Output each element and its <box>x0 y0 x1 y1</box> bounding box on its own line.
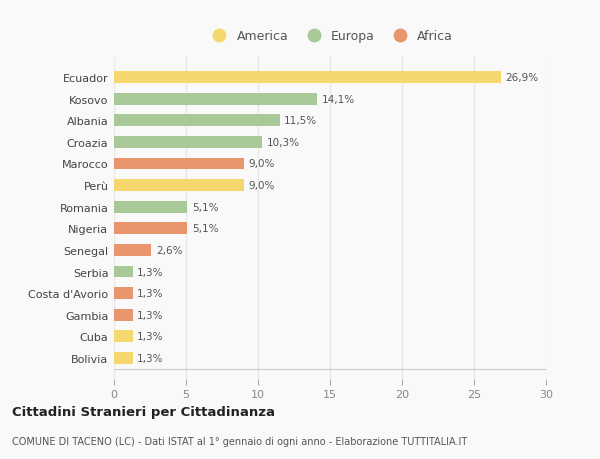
Bar <box>114 266 133 278</box>
Text: Cittadini Stranieri per Cittadinanza: Cittadini Stranieri per Cittadinanza <box>12 405 275 419</box>
Bar <box>114 202 187 213</box>
Text: 26,9%: 26,9% <box>506 73 539 83</box>
Bar <box>114 115 280 127</box>
Bar <box>114 72 502 84</box>
Text: COMUNE DI TACENO (LC) - Dati ISTAT al 1° gennaio di ogni anno - Elaborazione TUT: COMUNE DI TACENO (LC) - Dati ISTAT al 1°… <box>12 437 467 446</box>
Text: 14,1%: 14,1% <box>322 95 355 105</box>
Bar <box>114 137 262 149</box>
Bar <box>114 330 133 342</box>
Text: 1,3%: 1,3% <box>137 267 164 277</box>
Bar <box>114 94 317 106</box>
Text: 5,1%: 5,1% <box>192 224 218 234</box>
Bar <box>114 309 133 321</box>
Text: 2,6%: 2,6% <box>156 246 182 255</box>
Text: 1,3%: 1,3% <box>137 353 164 363</box>
Text: 10,3%: 10,3% <box>266 138 299 147</box>
Text: 11,5%: 11,5% <box>284 116 317 126</box>
Text: 9,0%: 9,0% <box>248 181 274 190</box>
Text: 1,3%: 1,3% <box>137 310 164 320</box>
Bar <box>114 180 244 191</box>
Text: 5,1%: 5,1% <box>192 202 218 212</box>
Text: 9,0%: 9,0% <box>248 159 274 169</box>
Bar <box>114 245 151 256</box>
Legend: America, Europa, Africa: America, Europa, Africa <box>202 25 458 48</box>
Text: 1,3%: 1,3% <box>137 331 164 341</box>
Bar <box>114 158 244 170</box>
Bar <box>114 223 187 235</box>
Bar <box>114 287 133 299</box>
Text: 1,3%: 1,3% <box>137 289 164 298</box>
Bar <box>114 352 133 364</box>
